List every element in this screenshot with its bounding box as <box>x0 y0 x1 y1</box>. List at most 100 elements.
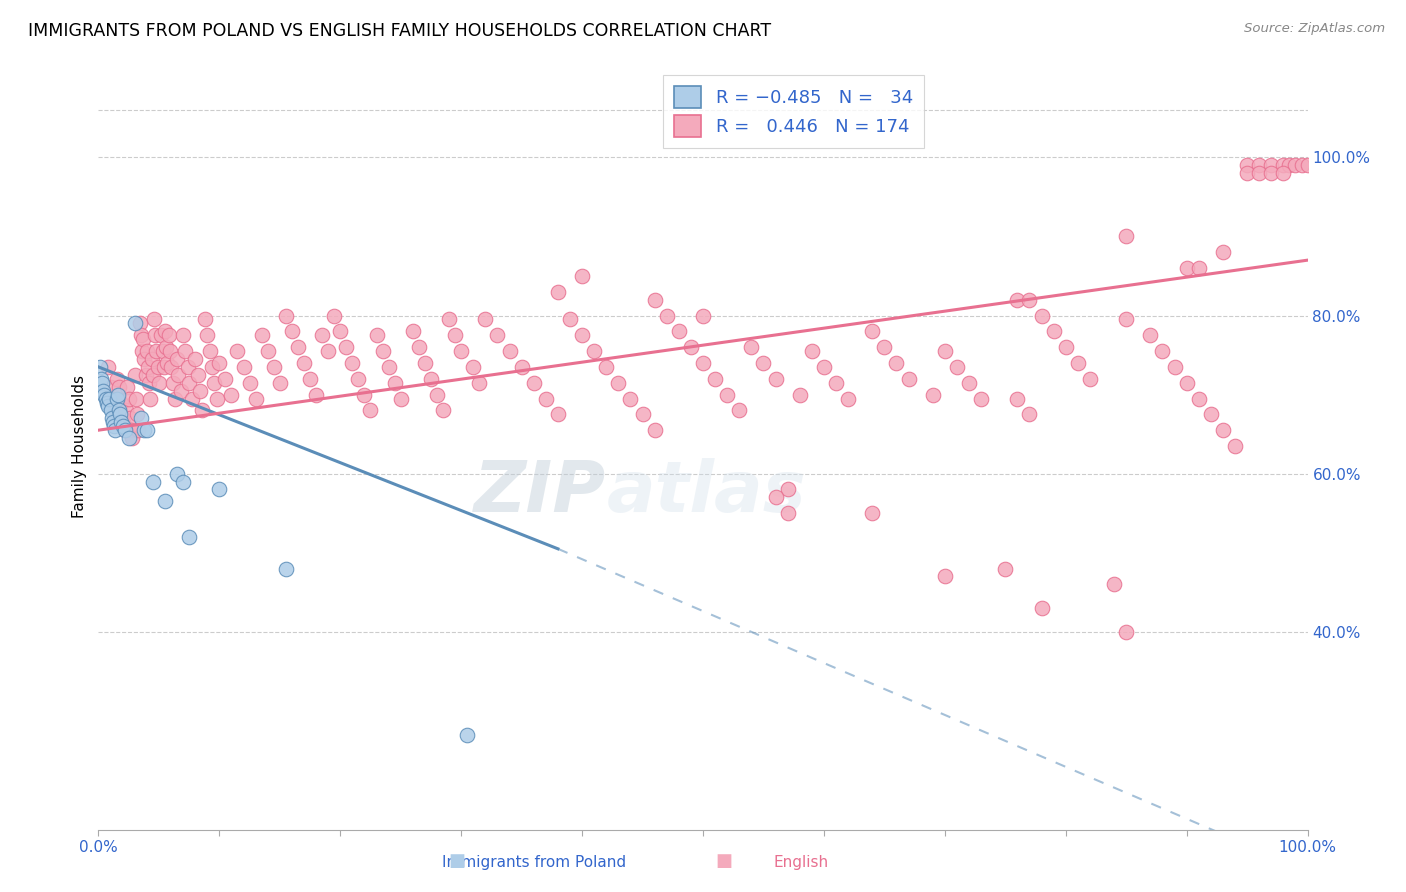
Point <box>129 328 152 343</box>
Point <box>108 408 131 422</box>
Point <box>921 387 943 401</box>
Point <box>299 372 322 386</box>
Point <box>221 387 243 401</box>
Text: atlas: atlas <box>606 458 806 526</box>
Point <box>239 376 262 390</box>
Point <box>1018 408 1040 422</box>
Point <box>486 328 509 343</box>
Point <box>118 392 141 406</box>
Point <box>114 423 136 437</box>
Point <box>886 356 908 370</box>
Point <box>413 356 436 370</box>
Point <box>740 340 762 354</box>
Point <box>107 392 129 406</box>
Point <box>100 403 122 417</box>
Point <box>371 344 394 359</box>
Point <box>1291 158 1313 172</box>
Point <box>305 387 328 401</box>
Point <box>263 359 285 374</box>
Point <box>450 344 472 359</box>
Point <box>153 324 176 338</box>
Point <box>101 392 124 406</box>
Text: Immigrants from Poland: Immigrants from Poland <box>443 855 626 870</box>
Point <box>194 312 217 326</box>
Legend: R = −0.485   N =   34, R =   0.446   N = 174: R = −0.485 N = 34, R = 0.446 N = 174 <box>664 75 924 148</box>
Point <box>245 392 267 406</box>
Point <box>316 344 339 359</box>
Point <box>571 268 593 283</box>
Point <box>101 415 124 429</box>
Point <box>873 340 896 354</box>
Point <box>1272 166 1295 180</box>
Point <box>172 475 194 489</box>
Point <box>631 408 654 422</box>
Point <box>118 431 141 445</box>
Point <box>1163 359 1185 374</box>
Point <box>188 384 211 398</box>
Point <box>100 411 122 425</box>
Point <box>1078 372 1101 386</box>
Point <box>143 312 166 326</box>
Point <box>124 368 146 382</box>
Point <box>169 384 191 398</box>
Point <box>655 309 678 323</box>
Point <box>150 328 173 343</box>
Point <box>408 340 430 354</box>
Point <box>125 392 148 406</box>
Point <box>152 344 174 359</box>
Text: English: English <box>773 855 830 870</box>
Point <box>108 403 131 417</box>
Point <box>93 387 115 401</box>
Point <box>813 359 835 374</box>
Point <box>155 340 177 354</box>
Point <box>825 376 848 390</box>
Point <box>204 376 226 390</box>
Point <box>934 569 956 583</box>
Point <box>558 312 581 326</box>
Point <box>146 359 169 374</box>
Point <box>800 344 823 359</box>
Point <box>269 376 291 390</box>
Point <box>1018 293 1040 307</box>
Point <box>1236 166 1258 180</box>
Point <box>389 392 412 406</box>
Point <box>384 376 406 390</box>
Point <box>139 392 162 406</box>
Text: IMMIGRANTS FROM POLAND VS ENGLISH FAMILY HOUSEHOLDS CORRELATION CHART: IMMIGRANTS FROM POLAND VS ENGLISH FAMILY… <box>28 22 772 40</box>
Point <box>160 359 183 374</box>
Point <box>281 324 304 338</box>
Point <box>444 328 467 343</box>
Point <box>287 340 309 354</box>
Point <box>1188 392 1211 406</box>
Point <box>1260 166 1282 180</box>
Point <box>765 491 787 505</box>
Point <box>456 728 478 742</box>
Point <box>166 351 188 366</box>
Y-axis label: Family Households: Family Households <box>72 375 87 517</box>
Point <box>134 351 156 366</box>
Point <box>152 359 174 374</box>
Point <box>679 340 702 354</box>
Point <box>135 423 157 437</box>
Text: Source: ZipAtlas.com: Source: ZipAtlas.com <box>1244 22 1385 36</box>
Point <box>104 403 127 417</box>
Point <box>360 403 382 417</box>
Point <box>105 392 128 406</box>
Point <box>934 344 956 359</box>
Point <box>111 415 134 429</box>
Point <box>335 340 357 354</box>
Point <box>860 324 883 338</box>
Point <box>143 328 166 343</box>
Text: ■: ■ <box>449 852 465 870</box>
Point <box>90 372 112 386</box>
Point <box>184 351 207 366</box>
Point <box>547 408 569 422</box>
Point <box>138 376 160 390</box>
Point <box>141 351 163 366</box>
Point <box>897 372 920 386</box>
Point <box>426 387 449 401</box>
Point <box>89 359 111 374</box>
Point <box>402 324 425 338</box>
Point <box>195 328 218 343</box>
Point <box>329 324 352 338</box>
